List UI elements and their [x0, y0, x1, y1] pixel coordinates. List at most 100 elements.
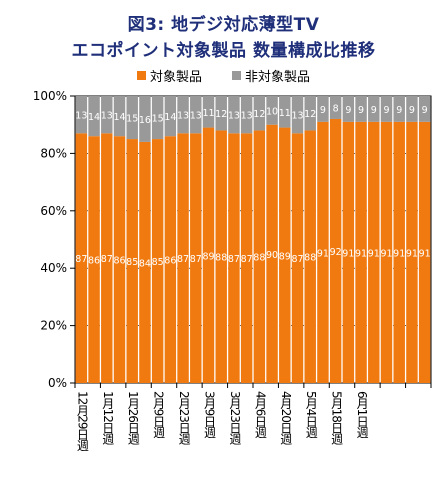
bar-nontarget: [329, 96, 342, 119]
bar-nontarget: [202, 96, 215, 128]
bar-target: [355, 121, 367, 383]
data-label-nontarget: 9: [358, 105, 364, 116]
legend-item-nontarget: 非対象製品: [232, 66, 310, 85]
data-label-nontarget: 14: [164, 112, 176, 123]
x-tick-label: 4月6日週: [253, 391, 267, 438]
bar-nontarget: [266, 96, 278, 125]
bar-nontarget: [75, 96, 88, 134]
bar-nontarget: [380, 96, 393, 122]
data-label-target: 86: [113, 256, 125, 267]
y-tick-label: 60%: [40, 204, 67, 218]
bar-target: [139, 141, 151, 383]
y-tick-label: 80%: [40, 146, 67, 160]
legend-swatch-nontarget: [232, 71, 241, 80]
data-label-nontarget: 8: [333, 103, 339, 114]
bar-target: [342, 121, 355, 383]
data-label-target: 91: [406, 248, 418, 259]
bar-nontarget: [88, 96, 100, 137]
data-label-nontarget: 10: [266, 106, 278, 117]
data-label-target: 87: [101, 254, 113, 265]
x-tick-label: 4月20日週: [279, 391, 293, 444]
bar-target: [228, 133, 240, 383]
data-label-nontarget: 15: [152, 114, 164, 125]
bar-target: [190, 133, 202, 383]
bar-target: [380, 121, 393, 383]
legend-label-target: 対象製品: [149, 70, 202, 85]
data-label-target: 87: [75, 254, 87, 265]
data-label-nontarget: 9: [383, 105, 389, 116]
x-tick-label: 12月29日週: [75, 391, 89, 451]
bar-nontarget: [139, 96, 151, 142]
chart-subtitle: エコポイント対象製品 数量構成比推移: [71, 41, 376, 61]
bar-target: [253, 130, 266, 383]
bar-nontarget: [151, 96, 164, 140]
data-label-target: 85: [126, 257, 138, 268]
x-tick-label: 2月9日週: [152, 391, 166, 438]
bar-nontarget: [101, 96, 113, 134]
bar-nontarget: [304, 96, 316, 131]
x-tick-label: 1月12日週: [101, 391, 115, 444]
data-label-target: 85: [152, 257, 164, 268]
data-label-target: 91: [393, 248, 405, 259]
legend-label-nontarget: 非対象製品: [245, 70, 311, 85]
data-label-target: 90: [266, 250, 278, 261]
data-label-nontarget: 11: [202, 108, 214, 119]
legend-item-target: 対象製品: [136, 66, 202, 85]
bar-target: [126, 139, 138, 383]
data-label-target: 88: [304, 253, 316, 264]
data-label-target: 91: [419, 248, 431, 259]
bar-target: [406, 121, 418, 383]
bar-nontarget: [228, 96, 240, 134]
data-label-nontarget: 9: [409, 105, 415, 116]
data-label-nontarget: 13: [228, 111, 240, 122]
legend: 対象製品 非対象製品: [0, 66, 447, 85]
data-label-nontarget: 13: [241, 111, 253, 122]
bar-nontarget: [355, 96, 367, 122]
data-label-nontarget: 14: [88, 112, 100, 123]
y-tick-label: 20%: [40, 319, 67, 333]
data-label-nontarget: 11: [279, 108, 291, 119]
bar-nontarget: [215, 96, 227, 131]
data-label-target: 91: [342, 248, 354, 259]
bar-nontarget: [240, 96, 253, 134]
y-tick-label: 100%: [33, 89, 67, 103]
data-label-nontarget: 13: [291, 111, 303, 122]
x-tick-label: 1月26日週: [126, 391, 140, 444]
x-tick-label: 5月18日週: [330, 391, 344, 444]
data-label-nontarget: 9: [396, 105, 402, 116]
data-label-nontarget: 13: [190, 111, 202, 122]
bar-nontarget: [279, 96, 291, 128]
bar-nontarget: [368, 96, 380, 122]
data-label-target: 91: [368, 248, 380, 259]
bar-nontarget: [164, 96, 177, 137]
bar-nontarget: [418, 96, 431, 122]
x-tick-label: 5月4日週: [304, 391, 318, 438]
chart-title: 図3: 地デジ対応薄型TV: [127, 15, 320, 35]
data-label-target: 91: [355, 248, 367, 259]
data-label-nontarget: 13: [101, 111, 113, 122]
bar-nontarget: [126, 96, 138, 140]
data-label-target: 89: [202, 251, 214, 262]
data-label-target: 86: [164, 256, 176, 267]
bar-target: [240, 133, 253, 383]
bar-target: [368, 121, 380, 383]
data-label-nontarget: 12: [215, 109, 227, 120]
data-label-nontarget: 9: [320, 105, 326, 116]
bar-target: [151, 139, 164, 383]
data-label-target: 87: [241, 254, 253, 265]
bar-nontarget: [253, 96, 266, 131]
data-label-nontarget: 15: [126, 114, 138, 125]
data-label-target: 88: [253, 253, 265, 264]
y-tick-label: 0%: [48, 376, 67, 390]
bar-target: [266, 124, 278, 383]
data-label-nontarget: 9: [371, 105, 377, 116]
data-label-nontarget: 13: [75, 111, 87, 122]
data-label-target: 87: [177, 254, 189, 265]
bar-nontarget: [291, 96, 304, 134]
bar-target: [177, 133, 189, 383]
bar-target: [304, 130, 316, 383]
bar-target: [88, 136, 100, 383]
bar-target: [164, 136, 177, 383]
